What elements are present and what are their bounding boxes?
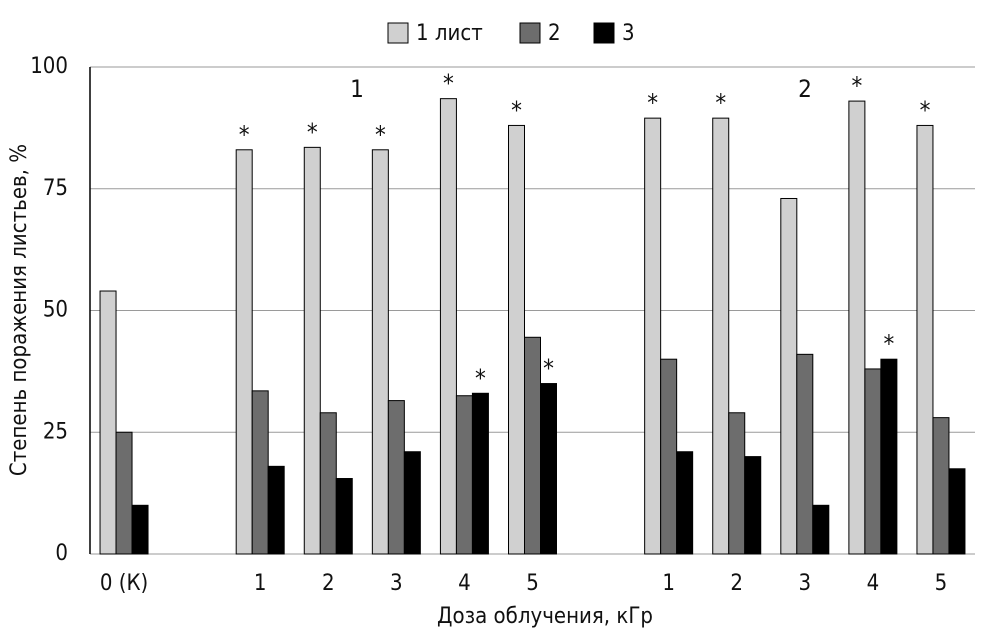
bar — [744, 456, 762, 555]
bar — [932, 417, 950, 555]
bar — [131, 504, 149, 555]
significance-mark: * — [475, 364, 486, 392]
bar — [235, 149, 253, 555]
y-tick-label: 75 — [43, 176, 68, 201]
bar — [387, 400, 405, 555]
significance-mark: * — [715, 89, 726, 117]
bar — [371, 149, 389, 555]
x-tick-label: 1 — [662, 571, 675, 596]
bar — [267, 465, 285, 555]
x-tick-label: 4 — [458, 571, 471, 596]
legend-swatch — [593, 22, 615, 44]
bar — [99, 290, 117, 555]
x-tick-label: 3 — [390, 571, 403, 596]
bar — [780, 197, 798, 555]
bar — [916, 124, 934, 555]
significance-mark: * — [543, 355, 554, 383]
bar — [403, 451, 421, 555]
significance-mark: * — [511, 96, 522, 124]
legend-swatch — [387, 22, 409, 44]
x-tick-label: 3 — [799, 571, 812, 596]
group-label: 1 — [350, 75, 364, 103]
legend-label: 1 лист — [416, 21, 483, 46]
x-tick-label: 1 — [254, 571, 267, 596]
bar — [319, 412, 337, 555]
x-tick-label: 0 (К) — [100, 571, 148, 596]
bar — [660, 358, 678, 555]
significance-mark: * — [239, 121, 250, 149]
x-tick-label: 5 — [526, 571, 539, 596]
bar — [712, 117, 730, 555]
x-tick-label: 5 — [935, 571, 948, 596]
legend-label: 3 — [622, 21, 635, 46]
significance-mark: * — [883, 330, 894, 358]
significance-mark: * — [443, 70, 454, 98]
bar — [728, 412, 746, 555]
y-axis-label: Степень поражения листьев, % — [7, 144, 32, 476]
bar — [864, 368, 882, 555]
bar — [335, 478, 353, 555]
group-label: 2 — [798, 75, 812, 103]
significance-mark: * — [851, 72, 862, 100]
bar — [508, 124, 525, 555]
legend-label: 2 — [548, 21, 561, 46]
bar — [540, 383, 557, 555]
bar — [676, 451, 694, 555]
bar — [948, 468, 966, 555]
significance-mark: * — [307, 118, 318, 146]
significance-mark: * — [375, 121, 386, 149]
significance-mark: * — [647, 89, 658, 117]
y-tick-label: 0 — [55, 541, 68, 566]
bar — [796, 353, 814, 555]
significance-mark: * — [920, 96, 931, 124]
bar — [439, 98, 457, 555]
x-tick-label: 4 — [867, 571, 880, 596]
bar — [303, 146, 321, 555]
y-tick-label: 100 — [30, 54, 68, 79]
bar — [524, 336, 541, 555]
bar — [115, 431, 133, 555]
bar — [880, 358, 898, 555]
bar — [848, 100, 866, 555]
bar — [644, 117, 662, 555]
x-axis-label: Доза облучения, кГр — [437, 604, 653, 629]
x-tick-label: 2 — [730, 571, 743, 596]
bar — [812, 504, 830, 555]
legend-swatch — [519, 22, 541, 44]
y-tick-label: 25 — [43, 419, 68, 444]
x-tick-label: 2 — [322, 571, 335, 596]
bar — [471, 392, 489, 555]
bar — [455, 395, 473, 555]
bar — [251, 390, 269, 555]
y-tick-label: 50 — [43, 298, 68, 323]
